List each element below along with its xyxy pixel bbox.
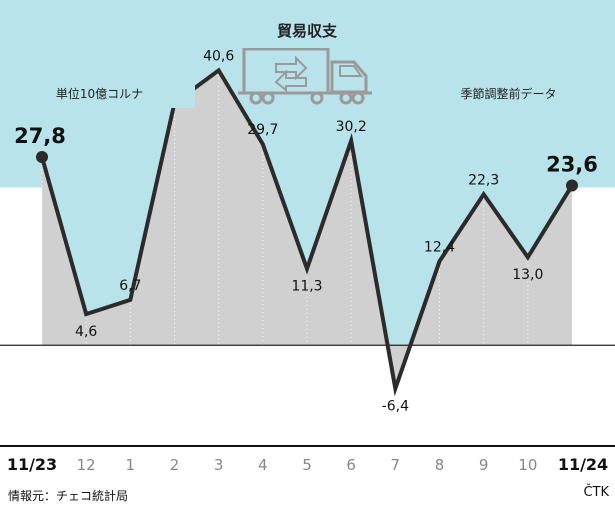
value-label: 4,6 xyxy=(75,324,97,340)
x-tick-label: 5 xyxy=(302,456,312,474)
value-label: 40,6 xyxy=(203,48,234,64)
value-label: -6,4 xyxy=(382,399,409,415)
seasonal-adjustment-label: 季節調整前データ xyxy=(405,78,612,108)
value-label: 6,7 xyxy=(119,278,141,294)
x-tick-label: 2 xyxy=(170,456,180,474)
chart-title: 貿易収支 xyxy=(188,12,426,48)
x-tick-label: 3 xyxy=(214,456,224,474)
x-tick-label: 7 xyxy=(391,456,401,474)
value-label: 29,7 xyxy=(247,122,278,138)
x-tick-label: 11/24 xyxy=(558,455,608,474)
series-line xyxy=(40,67,574,397)
truck-with-exchange-arrows-icon xyxy=(238,47,372,105)
agency-credit: ČTK xyxy=(583,485,609,500)
x-tick-label: 8 xyxy=(435,456,445,474)
value-label: 13,0 xyxy=(512,267,543,283)
value-label: 27,8 xyxy=(14,124,66,148)
value-label: 22,3 xyxy=(468,172,499,188)
month-guide-lines xyxy=(41,70,573,446)
x-tick-label: 6 xyxy=(346,456,356,474)
x-tick-label: 12 xyxy=(77,456,96,474)
area-under-line xyxy=(42,70,572,389)
value-label: 30,2 xyxy=(336,119,367,135)
x-tick-label: 11/23 xyxy=(7,455,57,474)
value-label: 11,3 xyxy=(291,279,322,295)
x-tick-label: 10 xyxy=(518,456,537,474)
value-label: 12,4 xyxy=(424,239,455,255)
value-label: 23,6 xyxy=(546,152,598,176)
x-tick-labels: 11/23 12 1 2 3 4 5 6 7 8 9 10 11/24 xyxy=(7,455,608,474)
endpoint-dot xyxy=(566,179,578,192)
endpoint-markers xyxy=(36,151,578,192)
x-tick-label: 9 xyxy=(479,456,489,474)
x-tick-label: 4 xyxy=(258,456,268,474)
unit-label: 単位10億コルナ xyxy=(4,78,195,108)
source-note: 情報元：チェコ統計局 xyxy=(8,489,129,503)
x-tick-label: 1 xyxy=(126,456,136,474)
endpoint-dot xyxy=(36,151,48,164)
